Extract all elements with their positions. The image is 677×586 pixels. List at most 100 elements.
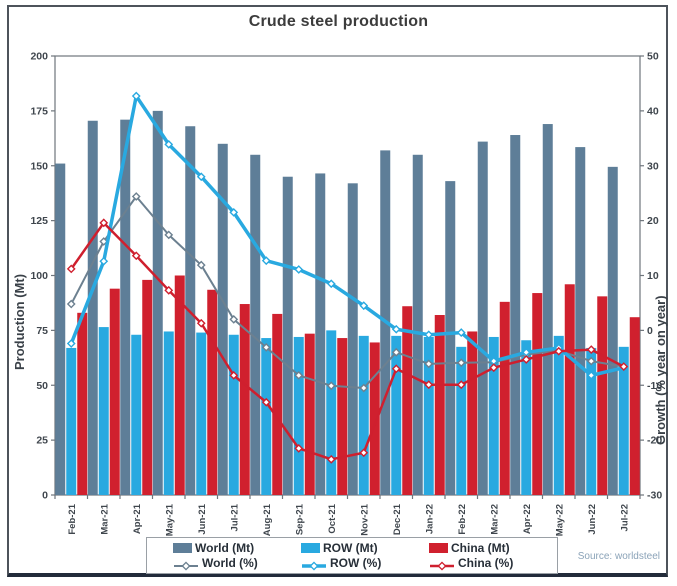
world-mt-bar	[217, 143, 228, 496]
row-mt-bar	[521, 340, 532, 495]
world-mt-bar	[87, 120, 98, 495]
x-category-label: Mar-22	[489, 504, 500, 535]
china-mt-bar	[272, 313, 283, 495]
row-marker-icon	[229, 208, 239, 217]
x-category-label: Jul-22	[619, 504, 630, 531]
china-marker-icon	[261, 397, 271, 407]
right-tick-label: -10	[647, 380, 662, 392]
x-category-label: Jul-21	[229, 503, 240, 531]
china-mt-bar	[532, 293, 543, 495]
row-mt-bar	[358, 335, 369, 495]
world-marker-icon	[261, 342, 271, 352]
china-mt-bar	[369, 342, 380, 495]
row-marker-icon	[261, 256, 271, 266]
legend-item-china-mt: China (Mt)	[429, 541, 557, 555]
legend-label: ROW (%)	[330, 556, 382, 571]
legend-label: ROW (Mt)	[323, 540, 378, 555]
row-pct-line-icon	[301, 558, 327, 571]
row-mt-bar	[261, 338, 272, 495]
china-line	[70, 221, 625, 461]
row-marker-icon	[164, 139, 174, 149]
china-mt-bar	[304, 333, 315, 495]
chart-title: Crude steel production	[248, 13, 429, 30]
left-tick-label: 125	[30, 215, 48, 227]
x-category-label: Aug-21	[262, 503, 273, 536]
world-mt-bar	[575, 147, 586, 495]
right-tick-label: 20	[647, 215, 659, 227]
china-mt-bar	[239, 304, 250, 495]
world-mt-bar	[412, 154, 423, 495]
china-marker-icon	[229, 370, 239, 380]
row-mt-bar	[196, 332, 207, 495]
x-category-label: Jun-21	[197, 503, 208, 534]
china-mt-bar	[109, 288, 120, 495]
china-mt-bar	[174, 275, 185, 495]
china-pct-line-icon	[429, 558, 455, 571]
legend-item-china-pct: China (%)	[429, 556, 557, 571]
x-category-label: Oct-21	[327, 503, 338, 533]
world-line	[70, 195, 624, 389]
row-mt-bar	[66, 347, 77, 495]
world-marker-icon	[164, 230, 174, 240]
china-marker-icon	[586, 345, 596, 354]
world-marker-icon	[294, 370, 304, 380]
row-mt-bar	[131, 334, 142, 495]
world-marker-icon	[359, 383, 369, 393]
world-marker-icon	[424, 359, 434, 369]
china-marker-icon	[326, 454, 336, 464]
world-mt-bar	[445, 181, 456, 496]
world-marker-icon	[131, 192, 141, 201]
x-category-label: Apr-22	[522, 504, 533, 534]
china-mt-bar	[207, 289, 218, 495]
china-mt-bar	[467, 331, 478, 495]
china-marker-icon	[359, 448, 369, 458]
china-mt-bar	[629, 317, 640, 495]
legend-item-world-mt: World (Mt)	[173, 541, 301, 555]
right-axis-title: Growth (% year on year)	[653, 295, 668, 445]
world-mt-bar	[347, 183, 358, 495]
china-marker-icon	[619, 362, 629, 371]
world-marker-icon	[196, 260, 206, 270]
world-mt-bar	[477, 141, 488, 496]
right-tick-label: 40	[647, 105, 659, 117]
china-marker-icon	[391, 364, 401, 374]
row-marker-icon	[99, 256, 109, 266]
x-category-label: Mar-21	[99, 503, 110, 534]
china-marker-icon	[66, 264, 76, 274]
x-category-label: May-22	[554, 504, 565, 536]
x-category-label: May-21	[164, 503, 175, 536]
legend-label: World (%)	[202, 556, 258, 571]
china-marker-icon	[456, 380, 466, 390]
right-tick-label: 0	[647, 325, 653, 337]
china-marker-icon	[554, 346, 564, 356]
row-mt-bar	[586, 347, 597, 495]
legend-label: China (Mt)	[451, 540, 510, 555]
world-mt-bar	[250, 154, 261, 495]
world-marker-icon	[326, 381, 336, 391]
row-marker-icon	[196, 172, 206, 182]
row-marker-icon	[586, 370, 596, 380]
x-category-label: Sep-21	[294, 503, 305, 535]
china-marker-icon	[489, 363, 499, 373]
row-mt-bar	[228, 334, 239, 495]
legend-item-row-mt: ROW (Mt)	[301, 541, 429, 555]
left-tick-label: 50	[36, 380, 48, 392]
right-tick-label: 30	[647, 160, 659, 172]
world-mt-bar	[510, 135, 521, 495]
world-mt-bar	[152, 110, 163, 495]
world-marker-icon	[456, 358, 466, 368]
left-tick-label: 75	[36, 325, 48, 337]
world-mt-bar	[282, 176, 293, 495]
world-mt-bar	[120, 119, 131, 495]
row-line	[69, 94, 625, 378]
row-marker-icon	[326, 279, 336, 289]
right-tick-label: -20	[647, 435, 662, 447]
left-axis-title: Production (Mt)	[12, 273, 27, 370]
world-mt-bar	[55, 163, 66, 495]
left-tick-label: 100	[30, 270, 48, 282]
left-tick-label: 200	[30, 51, 48, 63]
world-mt-bar	[542, 124, 553, 496]
right-tick-label: -30	[647, 490, 662, 502]
row-marker-icon	[294, 265, 304, 274]
